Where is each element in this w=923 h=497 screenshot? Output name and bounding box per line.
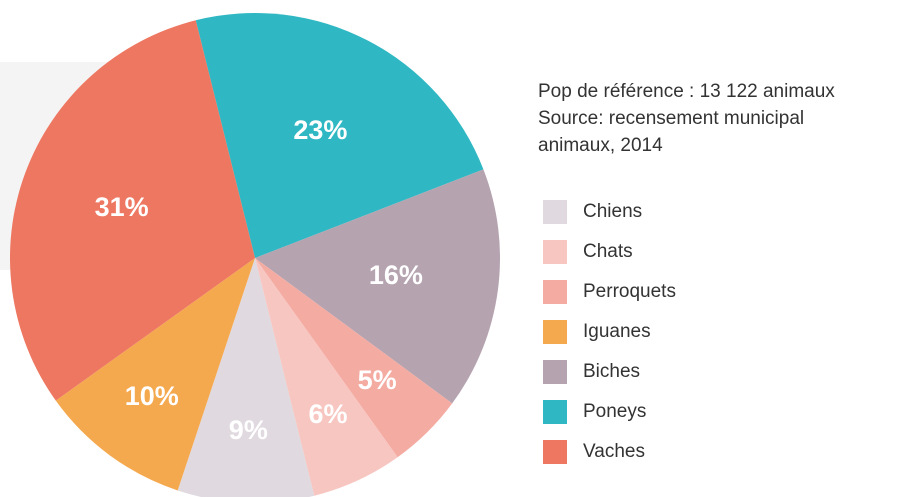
legend-label: Poneys (583, 401, 646, 422)
legend-label: Vaches (583, 441, 645, 462)
slice (177, 258, 315, 497)
legend-label: Perroquets (583, 281, 676, 302)
data-label: 6% (308, 399, 347, 429)
legend-swatch (543, 400, 567, 424)
data-label: 5% (358, 365, 397, 395)
legend-swatch (543, 360, 567, 384)
legend-label: Chats (583, 241, 633, 262)
pie (9, 12, 500, 497)
labels: 23% 16% 5% 6% 9% 10% 31% (95, 115, 423, 445)
legend-swatch (543, 240, 567, 264)
slice (9, 20, 256, 401)
slice (255, 258, 398, 496)
data-label: 31% (95, 192, 149, 222)
note-line: Source: recensement municipal (538, 108, 804, 129)
data-label: 9% (229, 415, 268, 445)
slice (195, 12, 484, 258)
legend-swatch (543, 320, 567, 344)
slice (255, 169, 500, 404)
legend-swatch (543, 200, 567, 224)
legend-swatch (543, 440, 567, 464)
legend-label: Iguanes (583, 321, 651, 342)
data-label: 23% (293, 115, 347, 145)
slice (55, 258, 255, 491)
data-label: 16% (369, 260, 423, 290)
slice (255, 258, 453, 458)
legend-swatch (543, 280, 567, 304)
data-label: 10% (125, 381, 179, 411)
legend-label: Biches (583, 361, 640, 382)
note-line: Pop de référence : 13 122 animaux (538, 81, 835, 102)
legend: Chiens Chats Perroquets Iguanes Biches Poneys… (543, 200, 676, 464)
legend-label: Chiens (583, 201, 642, 222)
note-line: animaux, 2014 (538, 135, 663, 156)
